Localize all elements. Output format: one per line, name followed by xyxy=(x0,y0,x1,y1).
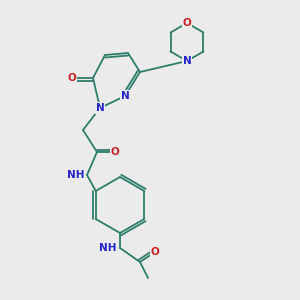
Text: O: O xyxy=(68,73,76,83)
Text: NH: NH xyxy=(67,170,84,180)
Text: NH: NH xyxy=(100,243,117,253)
Text: O: O xyxy=(111,147,119,157)
Text: N: N xyxy=(183,56,191,66)
Text: N: N xyxy=(96,103,104,113)
Text: O: O xyxy=(151,247,159,257)
Text: N: N xyxy=(121,91,129,101)
Text: O: O xyxy=(183,18,191,28)
